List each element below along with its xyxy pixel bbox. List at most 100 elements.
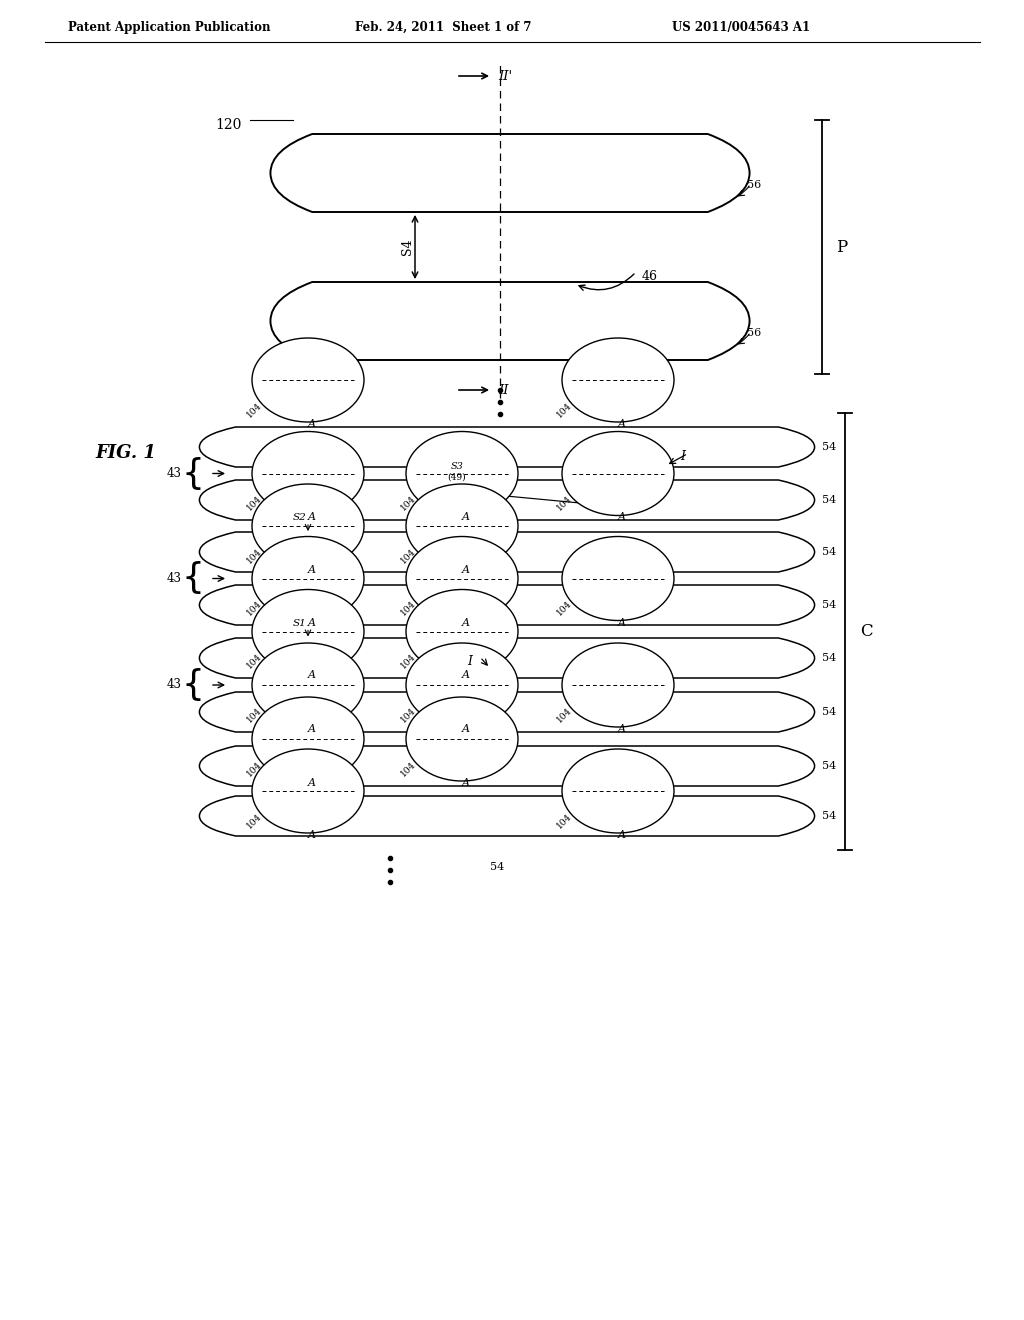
Text: A: A xyxy=(618,723,626,734)
Text: A: A xyxy=(308,418,316,429)
Text: A: A xyxy=(308,512,316,523)
Ellipse shape xyxy=(406,484,518,568)
PathPatch shape xyxy=(270,282,750,360)
Text: 54: 54 xyxy=(822,546,837,557)
Text: A: A xyxy=(308,671,316,681)
Ellipse shape xyxy=(406,697,518,781)
Text: {: { xyxy=(181,561,205,595)
Ellipse shape xyxy=(252,536,364,620)
PathPatch shape xyxy=(200,692,815,733)
Text: A: A xyxy=(462,671,470,681)
Text: A: A xyxy=(618,512,626,523)
Text: {: { xyxy=(181,457,205,491)
Text: Feb. 24, 2011  Sheet 1 of 7: Feb. 24, 2011 Sheet 1 of 7 xyxy=(355,21,531,33)
Text: A: A xyxy=(308,565,316,576)
Text: 104: 104 xyxy=(555,706,573,725)
Text: 54: 54 xyxy=(822,495,837,506)
Text: A: A xyxy=(308,830,316,840)
Text: 104: 104 xyxy=(398,599,418,618)
PathPatch shape xyxy=(200,746,815,785)
Text: 54: 54 xyxy=(490,862,504,873)
Text: I: I xyxy=(680,450,685,462)
Ellipse shape xyxy=(252,484,364,568)
Ellipse shape xyxy=(562,432,674,516)
Text: S4: S4 xyxy=(401,239,415,255)
PathPatch shape xyxy=(200,480,815,520)
Text: 43: 43 xyxy=(167,572,181,585)
Text: FIG. 1: FIG. 1 xyxy=(95,444,156,462)
Text: 104: 104 xyxy=(245,401,263,420)
Text: S1: S1 xyxy=(293,619,307,628)
Text: S3: S3 xyxy=(451,462,464,471)
Text: I: I xyxy=(467,655,472,668)
Text: 56: 56 xyxy=(746,180,761,190)
Ellipse shape xyxy=(562,536,674,620)
Text: 104: 104 xyxy=(555,401,573,420)
Text: A: A xyxy=(462,512,470,523)
PathPatch shape xyxy=(270,135,750,213)
Text: 104: 104 xyxy=(398,706,418,725)
Text: 54: 54 xyxy=(822,708,837,717)
Text: A: A xyxy=(462,723,470,734)
Text: II': II' xyxy=(498,70,512,83)
Text: A: A xyxy=(308,723,316,734)
Text: A: A xyxy=(618,830,626,840)
PathPatch shape xyxy=(200,426,815,467)
Text: P: P xyxy=(836,239,847,256)
Text: 56: 56 xyxy=(746,327,761,338)
Text: 104: 104 xyxy=(555,599,573,618)
Ellipse shape xyxy=(562,338,674,422)
Text: 54: 54 xyxy=(822,762,837,771)
Text: A: A xyxy=(462,618,470,627)
Text: A: A xyxy=(462,565,470,576)
Text: 104: 104 xyxy=(398,494,418,512)
Text: 104: 104 xyxy=(245,760,263,779)
Text: A: A xyxy=(308,777,316,788)
Text: Patent Application Publication: Patent Application Publication xyxy=(68,21,270,33)
Text: 104: 104 xyxy=(245,706,263,725)
Text: 43: 43 xyxy=(167,467,181,480)
Ellipse shape xyxy=(252,697,364,781)
Ellipse shape xyxy=(562,748,674,833)
Ellipse shape xyxy=(252,643,364,727)
Ellipse shape xyxy=(562,643,674,727)
Text: A: A xyxy=(618,618,626,627)
Text: 104: 104 xyxy=(245,599,263,618)
Text: 104: 104 xyxy=(245,652,263,671)
Text: 104: 104 xyxy=(398,652,418,671)
Ellipse shape xyxy=(406,590,518,673)
Text: 43: 43 xyxy=(167,678,181,692)
PathPatch shape xyxy=(200,532,815,572)
Text: {: { xyxy=(181,668,205,702)
Text: A: A xyxy=(618,418,626,429)
Ellipse shape xyxy=(252,432,364,516)
Text: 54: 54 xyxy=(822,810,837,821)
Ellipse shape xyxy=(406,432,518,516)
Text: 54: 54 xyxy=(822,601,837,610)
Text: 54: 54 xyxy=(822,653,837,663)
Text: II: II xyxy=(498,384,509,397)
Text: C: C xyxy=(860,623,872,640)
Ellipse shape xyxy=(406,536,518,620)
Text: 104: 104 xyxy=(398,760,418,779)
Text: 104: 104 xyxy=(245,546,263,565)
Text: 104: 104 xyxy=(245,494,263,512)
PathPatch shape xyxy=(200,638,815,678)
Text: (49): (49) xyxy=(447,473,466,482)
PathPatch shape xyxy=(200,585,815,624)
Text: 104: 104 xyxy=(398,546,418,565)
Ellipse shape xyxy=(252,590,364,673)
Text: 104: 104 xyxy=(245,812,263,830)
Text: A: A xyxy=(462,777,470,788)
Text: 54: 54 xyxy=(822,442,837,451)
Ellipse shape xyxy=(406,643,518,727)
Text: A: A xyxy=(308,618,316,627)
PathPatch shape xyxy=(200,796,815,836)
Ellipse shape xyxy=(252,338,364,422)
Ellipse shape xyxy=(252,748,364,833)
Text: 46: 46 xyxy=(642,271,658,282)
Text: 120: 120 xyxy=(215,117,242,132)
Text: S2: S2 xyxy=(293,513,307,523)
Text: US 2011/0045643 A1: US 2011/0045643 A1 xyxy=(672,21,810,33)
Text: 104: 104 xyxy=(555,812,573,830)
